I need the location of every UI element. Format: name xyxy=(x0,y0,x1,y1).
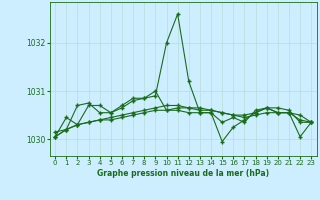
X-axis label: Graphe pression niveau de la mer (hPa): Graphe pression niveau de la mer (hPa) xyxy=(97,169,269,178)
